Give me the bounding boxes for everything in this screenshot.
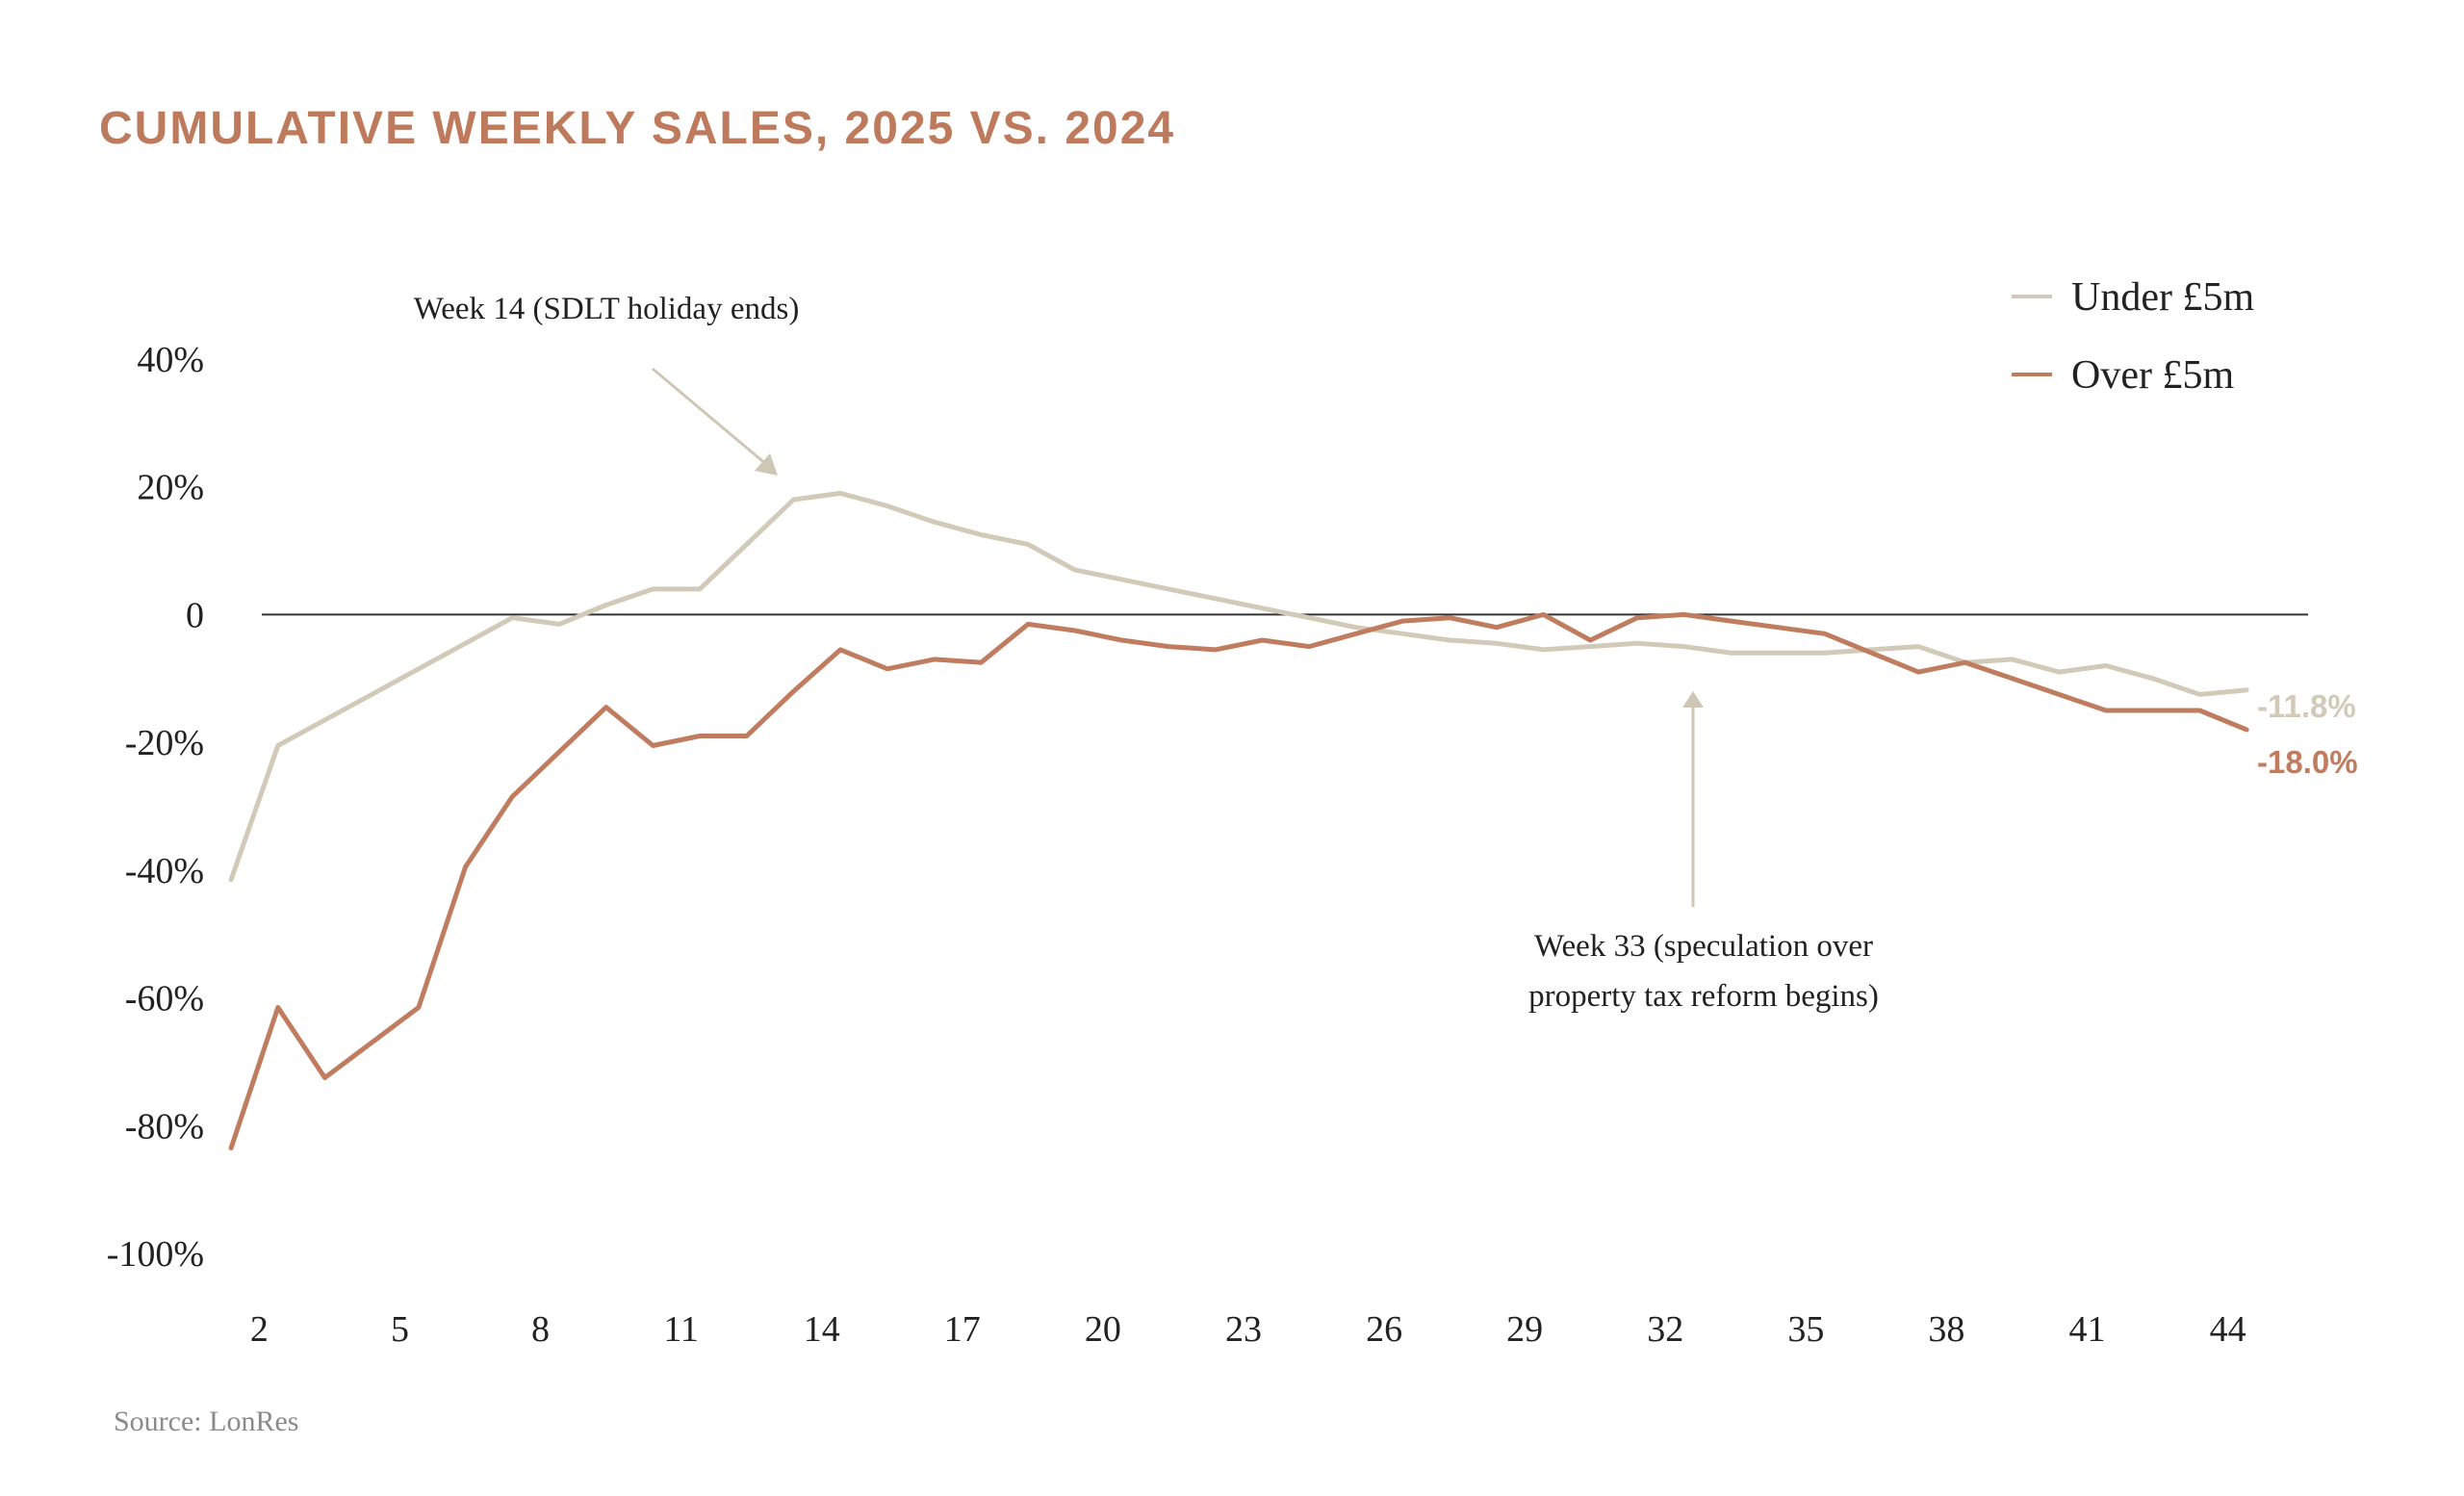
x-tick-label: 41 bbox=[2069, 1309, 2106, 1350]
annotation-arrowhead-week-33 bbox=[1682, 691, 1704, 708]
annotation-line: property tax reform begins) bbox=[1528, 979, 1879, 1014]
end-label-over-5m: -18.0% bbox=[2257, 744, 2358, 780]
x-tick-label: 11 bbox=[663, 1309, 699, 1350]
annotation-arrowhead-week-14 bbox=[755, 453, 778, 476]
y-tick-label: -20% bbox=[125, 723, 204, 763]
annotation-week-14: Week 14 (SDLT holiday ends) bbox=[414, 292, 800, 326]
x-tick-label: 29 bbox=[1506, 1309, 1543, 1350]
x-tick-label: 44 bbox=[2210, 1309, 2246, 1350]
x-tick-label: 35 bbox=[1787, 1309, 1824, 1350]
x-tick-label: 17 bbox=[944, 1309, 981, 1350]
y-tick-label: -100% bbox=[107, 1234, 204, 1275]
x-tick-label: 2 bbox=[250, 1309, 269, 1350]
y-tick-label: 40% bbox=[137, 340, 204, 380]
y-tick-label: -60% bbox=[125, 979, 204, 1019]
y-tick-label: 20% bbox=[137, 468, 204, 508]
chart-title: CUMULATIVE WEEKLY SALES, 2025 VS. 2024 bbox=[99, 103, 1176, 154]
end-labels: -11.8% -18.0% bbox=[2257, 688, 2358, 780]
axis-layer: 40% 20% 0 -20% -40% -60% -80% -100% 2 5 8 11 14 17 20 2… bbox=[107, 340, 2308, 1350]
legend: Under £5m Over £5m bbox=[2012, 275, 2254, 398]
x-tick-label: 32 bbox=[1647, 1309, 1683, 1350]
x-tick-label: 26 bbox=[1366, 1309, 1402, 1350]
legend-label: Under £5m bbox=[2071, 275, 2254, 320]
source-note: Source: LonRes bbox=[114, 1406, 299, 1437]
series-line-over-5m bbox=[228, 611, 2249, 1150]
y-tick-label: 0 bbox=[186, 595, 204, 635]
x-tick-label: 5 bbox=[391, 1309, 409, 1350]
annotation-line: Week 33 (speculation over bbox=[1534, 929, 1873, 964]
y-tick-label: -80% bbox=[125, 1106, 204, 1147]
x-tick-label: 14 bbox=[804, 1309, 840, 1350]
x-tick-label: 8 bbox=[531, 1309, 550, 1350]
end-label-under-5m: -11.8% bbox=[2257, 688, 2356, 724]
annotation-arrow-week-14 bbox=[652, 367, 768, 467]
y-tick-label: -40% bbox=[125, 851, 204, 891]
series-layer bbox=[228, 490, 2249, 1150]
x-tick-label: 20 bbox=[1085, 1309, 1121, 1350]
series-line-under-5m bbox=[228, 490, 2249, 883]
x-tick-label: 23 bbox=[1225, 1309, 1262, 1350]
legend-label: Over £5m bbox=[2071, 353, 2234, 398]
annotation-week-33: Week 33 (speculation over property tax re… bbox=[1528, 929, 1879, 1014]
annotation-layer: Week 14 (SDLT holiday ends) Week 33 (spec… bbox=[414, 292, 1879, 1014]
x-tick-label: 38 bbox=[1928, 1309, 1964, 1350]
